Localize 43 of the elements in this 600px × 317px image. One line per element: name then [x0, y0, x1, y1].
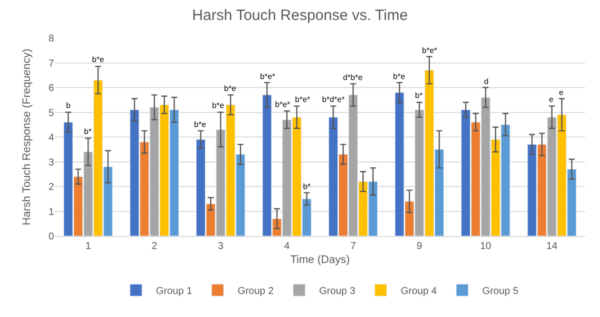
data-label: b*e* [422, 46, 438, 55]
x-tick-label: 1 [85, 241, 92, 252]
x-axis-title: Time (Days) [290, 254, 350, 266]
data-label: b* [303, 182, 311, 191]
x-tick-label: 7 [350, 241, 356, 252]
y-tick-label: 4 [48, 132, 54, 144]
data-label: d [484, 77, 488, 86]
data-label: b*d*e* [322, 95, 345, 104]
data-label: b*e* [260, 72, 276, 81]
y-tick-label: 1 [48, 206, 54, 218]
data-label: b*e [212, 101, 225, 110]
legend-label: Group 1 [156, 286, 193, 297]
x-tick-label: 3 [218, 241, 224, 252]
x-tick-label: 4 [284, 241, 290, 252]
chart-title: Harsh Touch Response vs. Time [192, 7, 408, 24]
y-tick-label: 5 [48, 108, 54, 119]
legend-label: Group 2 [238, 286, 274, 297]
y-tick-label: 8 [48, 34, 54, 44]
legend-label: Group 5 [482, 286, 519, 297]
data-label: e [559, 88, 564, 97]
x-tick-label: 2 [152, 241, 158, 252]
data-label: b*e* [275, 100, 290, 109]
legend-label: Group 4 [400, 286, 438, 297]
data-label: b [66, 101, 71, 110]
data-label: b*e [393, 72, 406, 81]
x-tick-label: 9 [416, 241, 423, 252]
y-tick-label: 7 [48, 58, 54, 70]
y-axis-title: Harsh Touch Response (Frequency) [21, 48, 34, 226]
data-label: b* [415, 91, 423, 100]
data-label: e [549, 95, 554, 104]
y-tick-label: 0 [48, 232, 54, 242]
data-label: b*e [92, 55, 105, 64]
legend-label: Group 3 [319, 286, 356, 297]
y-tick-label: 6 [48, 83, 54, 94]
x-tick-label: 14 [546, 241, 558, 252]
y-tick-label: 2 [48, 182, 54, 193]
y-tick-label: 3 [48, 157, 54, 168]
data-label: b*e [194, 120, 207, 129]
data-label: b*e* [295, 95, 310, 104]
x-tick-label: 10 [480, 241, 492, 252]
data-label: d*b*e [343, 73, 364, 82]
data-label: b*e [224, 84, 237, 93]
data-label: b* [84, 127, 92, 136]
